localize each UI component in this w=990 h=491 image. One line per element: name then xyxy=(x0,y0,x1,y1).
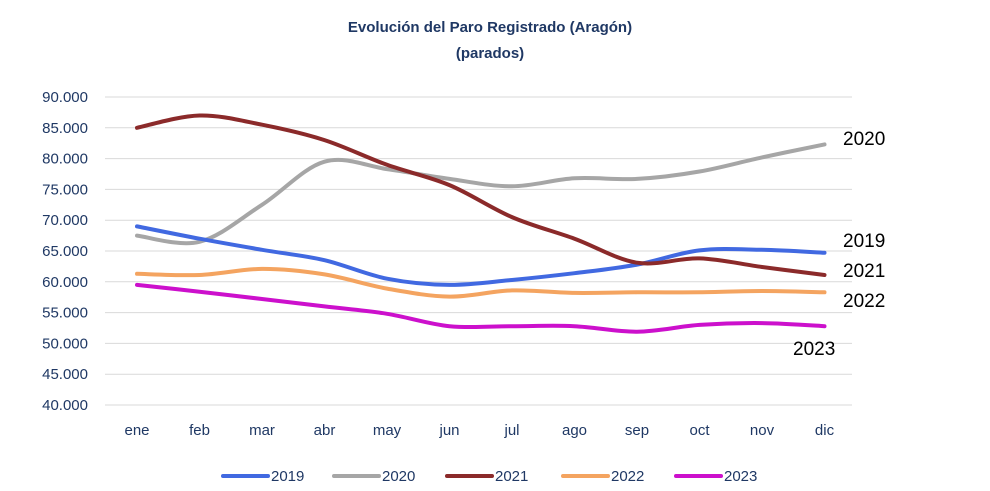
y-tick-label: 75.000 xyxy=(42,181,88,198)
y-tick-label: 60.000 xyxy=(42,274,88,291)
x-tick-label: jul xyxy=(503,422,519,439)
x-tick-label: mar xyxy=(249,422,275,439)
series-line-2023 xyxy=(135,282,827,334)
x-tick-label: ago xyxy=(562,422,587,439)
x-tick-label: sep xyxy=(625,422,649,439)
y-tick-label: 70.000 xyxy=(42,212,88,229)
series-lines xyxy=(135,113,827,334)
end-label-2021: 2021 xyxy=(843,261,885,282)
series-line-2021 xyxy=(135,113,827,277)
y-tick-label: 65.000 xyxy=(42,243,88,260)
chart-title: Evolución del Paro Registrado (Aragón) xyxy=(348,19,632,36)
end-label-2022: 2022 xyxy=(843,291,885,312)
y-tick-label: 85.000 xyxy=(42,120,88,137)
y-axis-ticks: 40.000 45.000 50.000 55.000 60.000 65.000 70.0… xyxy=(42,89,88,414)
legend-label-2021: 2021 xyxy=(495,468,528,485)
y-tick-label: 50.000 xyxy=(42,335,88,352)
series-end-labels: 2019 2020 2021 2022 2023 xyxy=(793,129,885,360)
y-tick-label: 55.000 xyxy=(42,305,88,322)
series-line-2022 xyxy=(135,266,827,299)
y-tick-label: 40.000 xyxy=(42,397,88,414)
x-tick-label: dic xyxy=(815,422,835,439)
end-label-2020: 2020 xyxy=(843,129,885,150)
x-tick-label: abr xyxy=(314,422,336,439)
x-tick-label: may xyxy=(373,422,402,439)
x-tick-label: feb xyxy=(189,422,210,439)
legend-label-2022: 2022 xyxy=(611,468,644,485)
y-tick-label: 80.000 xyxy=(42,151,88,168)
series-line-2020 xyxy=(135,142,827,246)
legend: 2019 2020 2021 2022 2023 xyxy=(221,468,757,485)
chart-subtitle: (parados) xyxy=(456,45,524,62)
series-line-2019 xyxy=(135,224,827,287)
legend-label-2023: 2023 xyxy=(724,468,757,485)
x-axis-ticks: ene feb mar abr may jun jul ago sep oct nov dic xyxy=(124,422,834,439)
y-tick-label: 90.000 xyxy=(42,89,88,106)
x-tick-label: ene xyxy=(124,422,149,439)
end-label-2019: 2019 xyxy=(843,231,885,252)
y-tick-label: 45.000 xyxy=(42,366,88,383)
x-tick-label: nov xyxy=(750,422,775,439)
end-label-2023: 2023 xyxy=(793,339,835,360)
x-tick-label: oct xyxy=(689,422,710,439)
legend-label-2020: 2020 xyxy=(382,468,415,485)
legend-label-2019: 2019 xyxy=(271,468,304,485)
x-tick-label: jun xyxy=(438,422,459,439)
